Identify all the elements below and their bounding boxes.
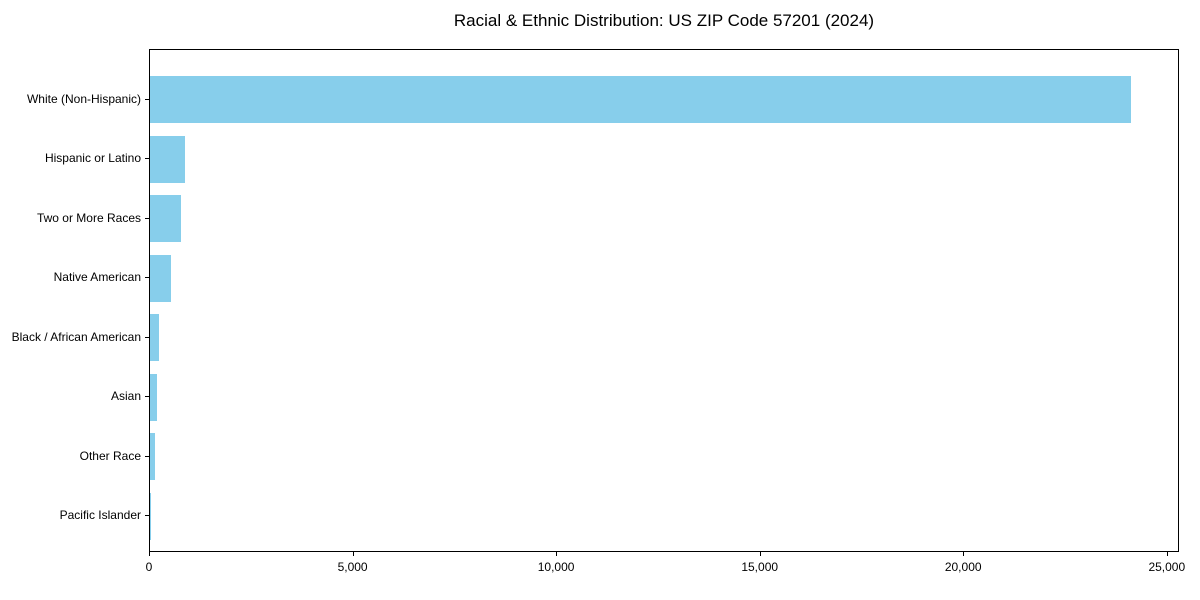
x-tick-mark <box>963 552 965 556</box>
category-label: Hispanic or Latino <box>44 151 141 165</box>
category-label: Pacific Islander <box>59 508 141 522</box>
y-tick-mark <box>145 515 149 516</box>
bar-other-race <box>150 433 155 480</box>
x-tick-label: 0 <box>145 560 153 574</box>
category-label: Native American <box>53 270 141 284</box>
y-tick-mark <box>145 396 149 397</box>
x-tick-label: 5,000 <box>337 560 368 574</box>
x-tick-mark <box>352 552 354 556</box>
y-tick-mark <box>145 217 149 219</box>
bar-white-non-hispanic <box>150 76 1132 123</box>
x-tick-mark <box>1166 552 1168 556</box>
x-tick-mark <box>759 552 761 556</box>
y-tick-mark <box>145 277 149 278</box>
x-tick-label: 25,000 <box>1148 560 1186 574</box>
category-label: Two or More Races <box>36 210 141 225</box>
bar-hispanic-or-latino <box>150 135 185 183</box>
y-tick-mark <box>145 455 149 457</box>
y-tick-mark <box>145 98 149 100</box>
y-tick-mark <box>145 336 149 338</box>
x-tick-label: 10,000 <box>537 560 575 574</box>
bar-native-american <box>150 254 171 302</box>
x-tick-label: 20,000 <box>944 560 982 574</box>
bar-two-or-more-races <box>150 195 181 242</box>
x-tick-label: 15,000 <box>741 560 779 574</box>
bar-black-african-american <box>150 314 159 361</box>
x-tick-mark <box>556 552 558 556</box>
category-label: Other Race <box>79 448 141 463</box>
category-label: Black / African American <box>11 329 141 344</box>
x-tick-mark <box>149 552 150 556</box>
bar-asian <box>150 373 157 421</box>
plot-area <box>149 49 1179 552</box>
y-tick-mark <box>145 158 149 159</box>
chart-title: Racial & Ethnic Distribution: US ZIP Cod… <box>453 11 875 30</box>
category-label: Asian <box>110 389 141 403</box>
category-label: White (Non-Hispanic) <box>26 91 141 106</box>
